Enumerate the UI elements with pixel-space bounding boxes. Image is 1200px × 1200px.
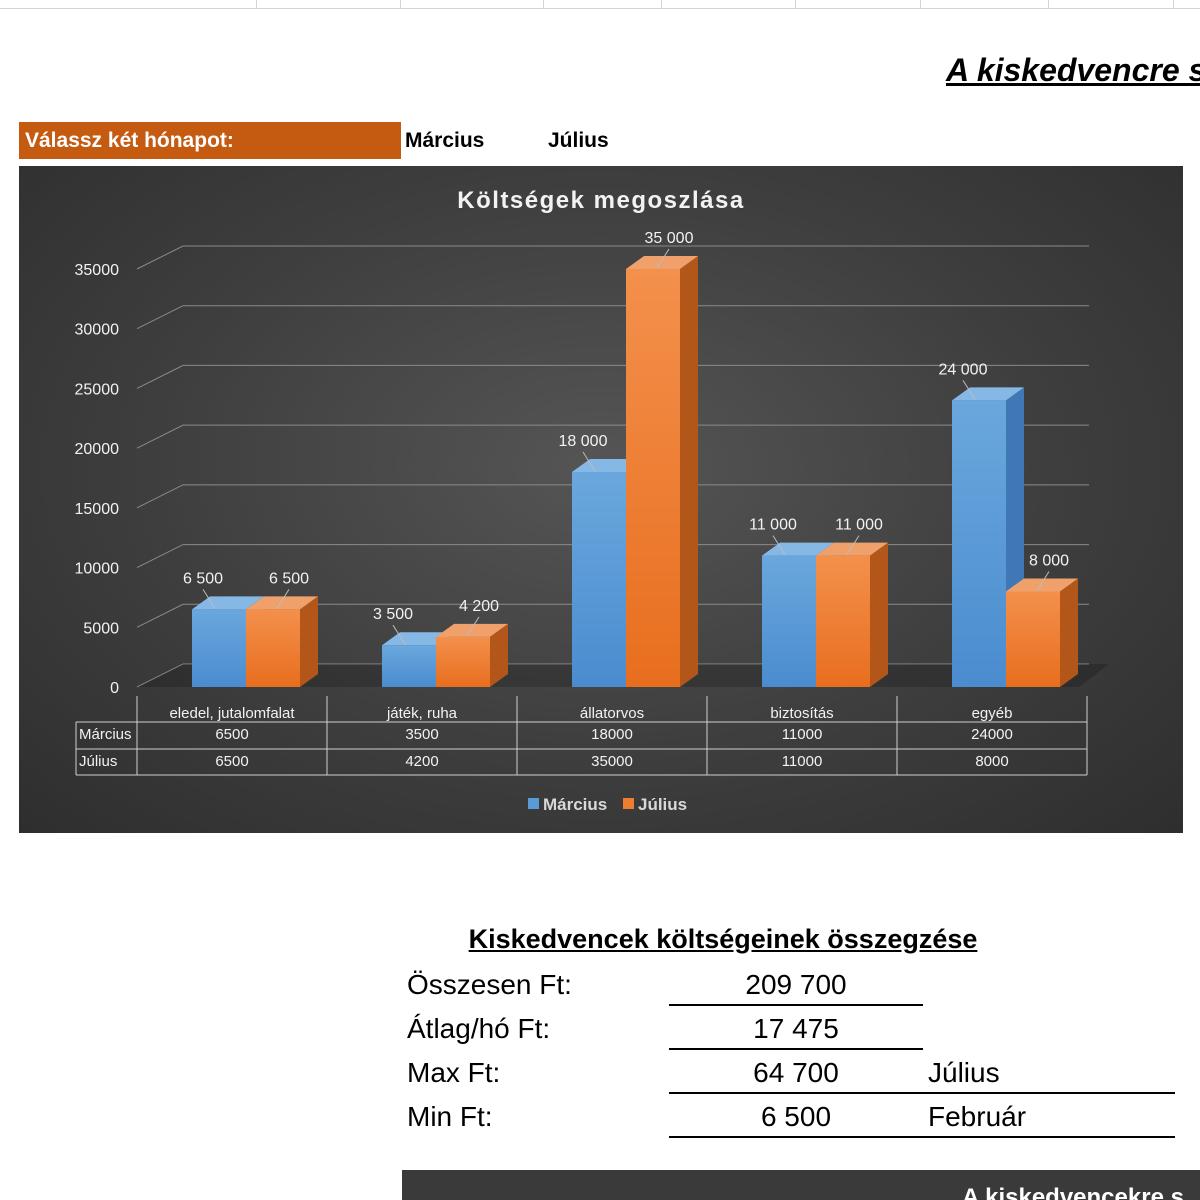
data-label: 6 500 xyxy=(183,570,223,587)
legend-swatch-march xyxy=(528,798,539,809)
label-leader xyxy=(962,380,976,400)
data-label: 11 000 xyxy=(835,517,883,534)
bar-march xyxy=(382,645,436,687)
cost-chart[interactable]: Költségek megoszlása 0 5000 10000 15000 20000… xyxy=(19,166,1183,833)
summary-max-label: Max Ft: xyxy=(407,1057,501,1088)
label-leader xyxy=(846,535,860,555)
table-cell: 35000 xyxy=(591,753,633,770)
summary-total-value[interactable]: 209 700 xyxy=(745,969,847,1000)
data-label: 4 200 xyxy=(459,598,499,615)
gridline xyxy=(136,484,1089,509)
gridline xyxy=(136,424,1089,449)
table-cell: 18000 xyxy=(591,726,633,743)
table-cell: 8000 xyxy=(975,753,1008,770)
summary-divider xyxy=(669,1004,923,1006)
label-leader xyxy=(1036,571,1050,591)
y-tick-label: 5000 xyxy=(83,620,119,637)
table-cell: 4200 xyxy=(405,753,438,770)
y-tick-label: 30000 xyxy=(75,322,120,339)
table-cell: 6500 xyxy=(215,753,248,770)
summary-divider xyxy=(669,1092,1175,1094)
table-row-label: Március xyxy=(79,726,132,743)
gridline xyxy=(136,305,1089,330)
summary-max-value[interactable]: 64 700 xyxy=(753,1057,839,1088)
table-cell: 3500 xyxy=(405,726,438,743)
summary-average-value[interactable]: 17 475 xyxy=(753,1013,839,1044)
label-leader xyxy=(656,248,670,269)
data-label: 18 000 xyxy=(559,433,608,450)
gridline xyxy=(136,364,1089,389)
bar-july xyxy=(246,609,300,687)
bar-march xyxy=(192,609,246,687)
page-title: A kiskedvencre sz xyxy=(946,52,1200,88)
bar-side xyxy=(1060,578,1078,687)
data-label: 3 500 xyxy=(373,606,413,623)
month-select-1[interactable]: Március xyxy=(405,129,485,152)
bar-july xyxy=(626,269,680,687)
summary-title: Kiskedvencek költségeinek összegzése xyxy=(468,924,978,954)
summary-min-value[interactable]: 6 500 xyxy=(760,1101,832,1132)
summary-min-month[interactable]: Február xyxy=(928,1101,1027,1132)
gridline xyxy=(136,245,1089,270)
summary-divider xyxy=(669,1136,1175,1138)
next-chart-title: A kiskedvencekre s xyxy=(962,1184,1184,1200)
table-cell: 11000 xyxy=(782,726,823,743)
label-leader xyxy=(582,451,596,472)
label-leader xyxy=(276,589,290,609)
month-select-2[interactable]: Július xyxy=(548,129,609,152)
legend-label: Március xyxy=(543,795,607,814)
table-cell: 24000 xyxy=(971,726,1013,743)
bar-july xyxy=(436,636,490,687)
x-category-label: eledel, jutalomfalat xyxy=(169,705,295,722)
bar-top xyxy=(1006,578,1078,592)
label-leader xyxy=(466,616,480,637)
table-cell: 11000 xyxy=(782,753,823,770)
legend-swatch-july xyxy=(623,798,634,809)
bar-top xyxy=(246,596,318,610)
bar-side xyxy=(680,256,698,687)
summary-total-label: Összesen Ft: xyxy=(407,969,572,1000)
chart-canvas: Költségek megoszlása 0 5000 10000 15000 20000… xyxy=(75,187,1109,814)
y-tick-label: 25000 xyxy=(75,381,120,398)
chart-title: Költségek megoszlása xyxy=(457,187,744,214)
summary-max-month[interactable]: Július xyxy=(928,1057,1000,1088)
bar-top xyxy=(436,623,508,637)
label-leader xyxy=(202,589,216,609)
label-leader xyxy=(392,624,406,645)
bar-side xyxy=(870,542,888,687)
table-row-label: Július xyxy=(79,753,117,770)
data-label: 24 000 xyxy=(939,361,988,378)
bar-march xyxy=(762,555,816,687)
bar-july xyxy=(1006,591,1060,687)
legend-label: Július xyxy=(638,795,687,814)
bar-top xyxy=(626,256,698,269)
y-tick-label: 10000 xyxy=(75,561,120,578)
y-tick-label: 20000 xyxy=(75,441,120,458)
summary-min-label: Min Ft: xyxy=(407,1101,493,1132)
label-leader xyxy=(772,535,786,555)
x-category-label: játék, ruha xyxy=(386,705,458,722)
month-select-label: Válassz két hónapot: xyxy=(19,122,401,159)
y-tick-label: 0 xyxy=(110,680,119,697)
summary-divider xyxy=(669,1048,923,1050)
data-label: 11 000 xyxy=(749,517,797,534)
x-category-label: egyéb xyxy=(972,705,1013,722)
next-chart-header: A kiskedvencekre s xyxy=(402,1170,1200,1200)
y-tick-label: 15000 xyxy=(75,501,120,518)
data-label: 8 000 xyxy=(1029,552,1069,569)
spreadsheet-gridlines xyxy=(0,0,1200,12)
summary-average-label: Átlag/hó Ft: xyxy=(407,1013,551,1044)
bar-top xyxy=(816,542,888,556)
x-category-label: biztosítás xyxy=(770,705,833,722)
table-cell: 6500 xyxy=(215,726,248,743)
bar-side xyxy=(300,596,318,687)
bar-march xyxy=(572,472,626,687)
x-category-label: állatorvos xyxy=(580,705,644,722)
bar-july xyxy=(816,555,870,687)
y-tick-label: 35000 xyxy=(75,262,120,279)
data-label: 6 500 xyxy=(269,570,309,587)
bar-side xyxy=(490,623,508,687)
bar-march xyxy=(952,400,1006,687)
data-label: 35 000 xyxy=(645,230,694,247)
